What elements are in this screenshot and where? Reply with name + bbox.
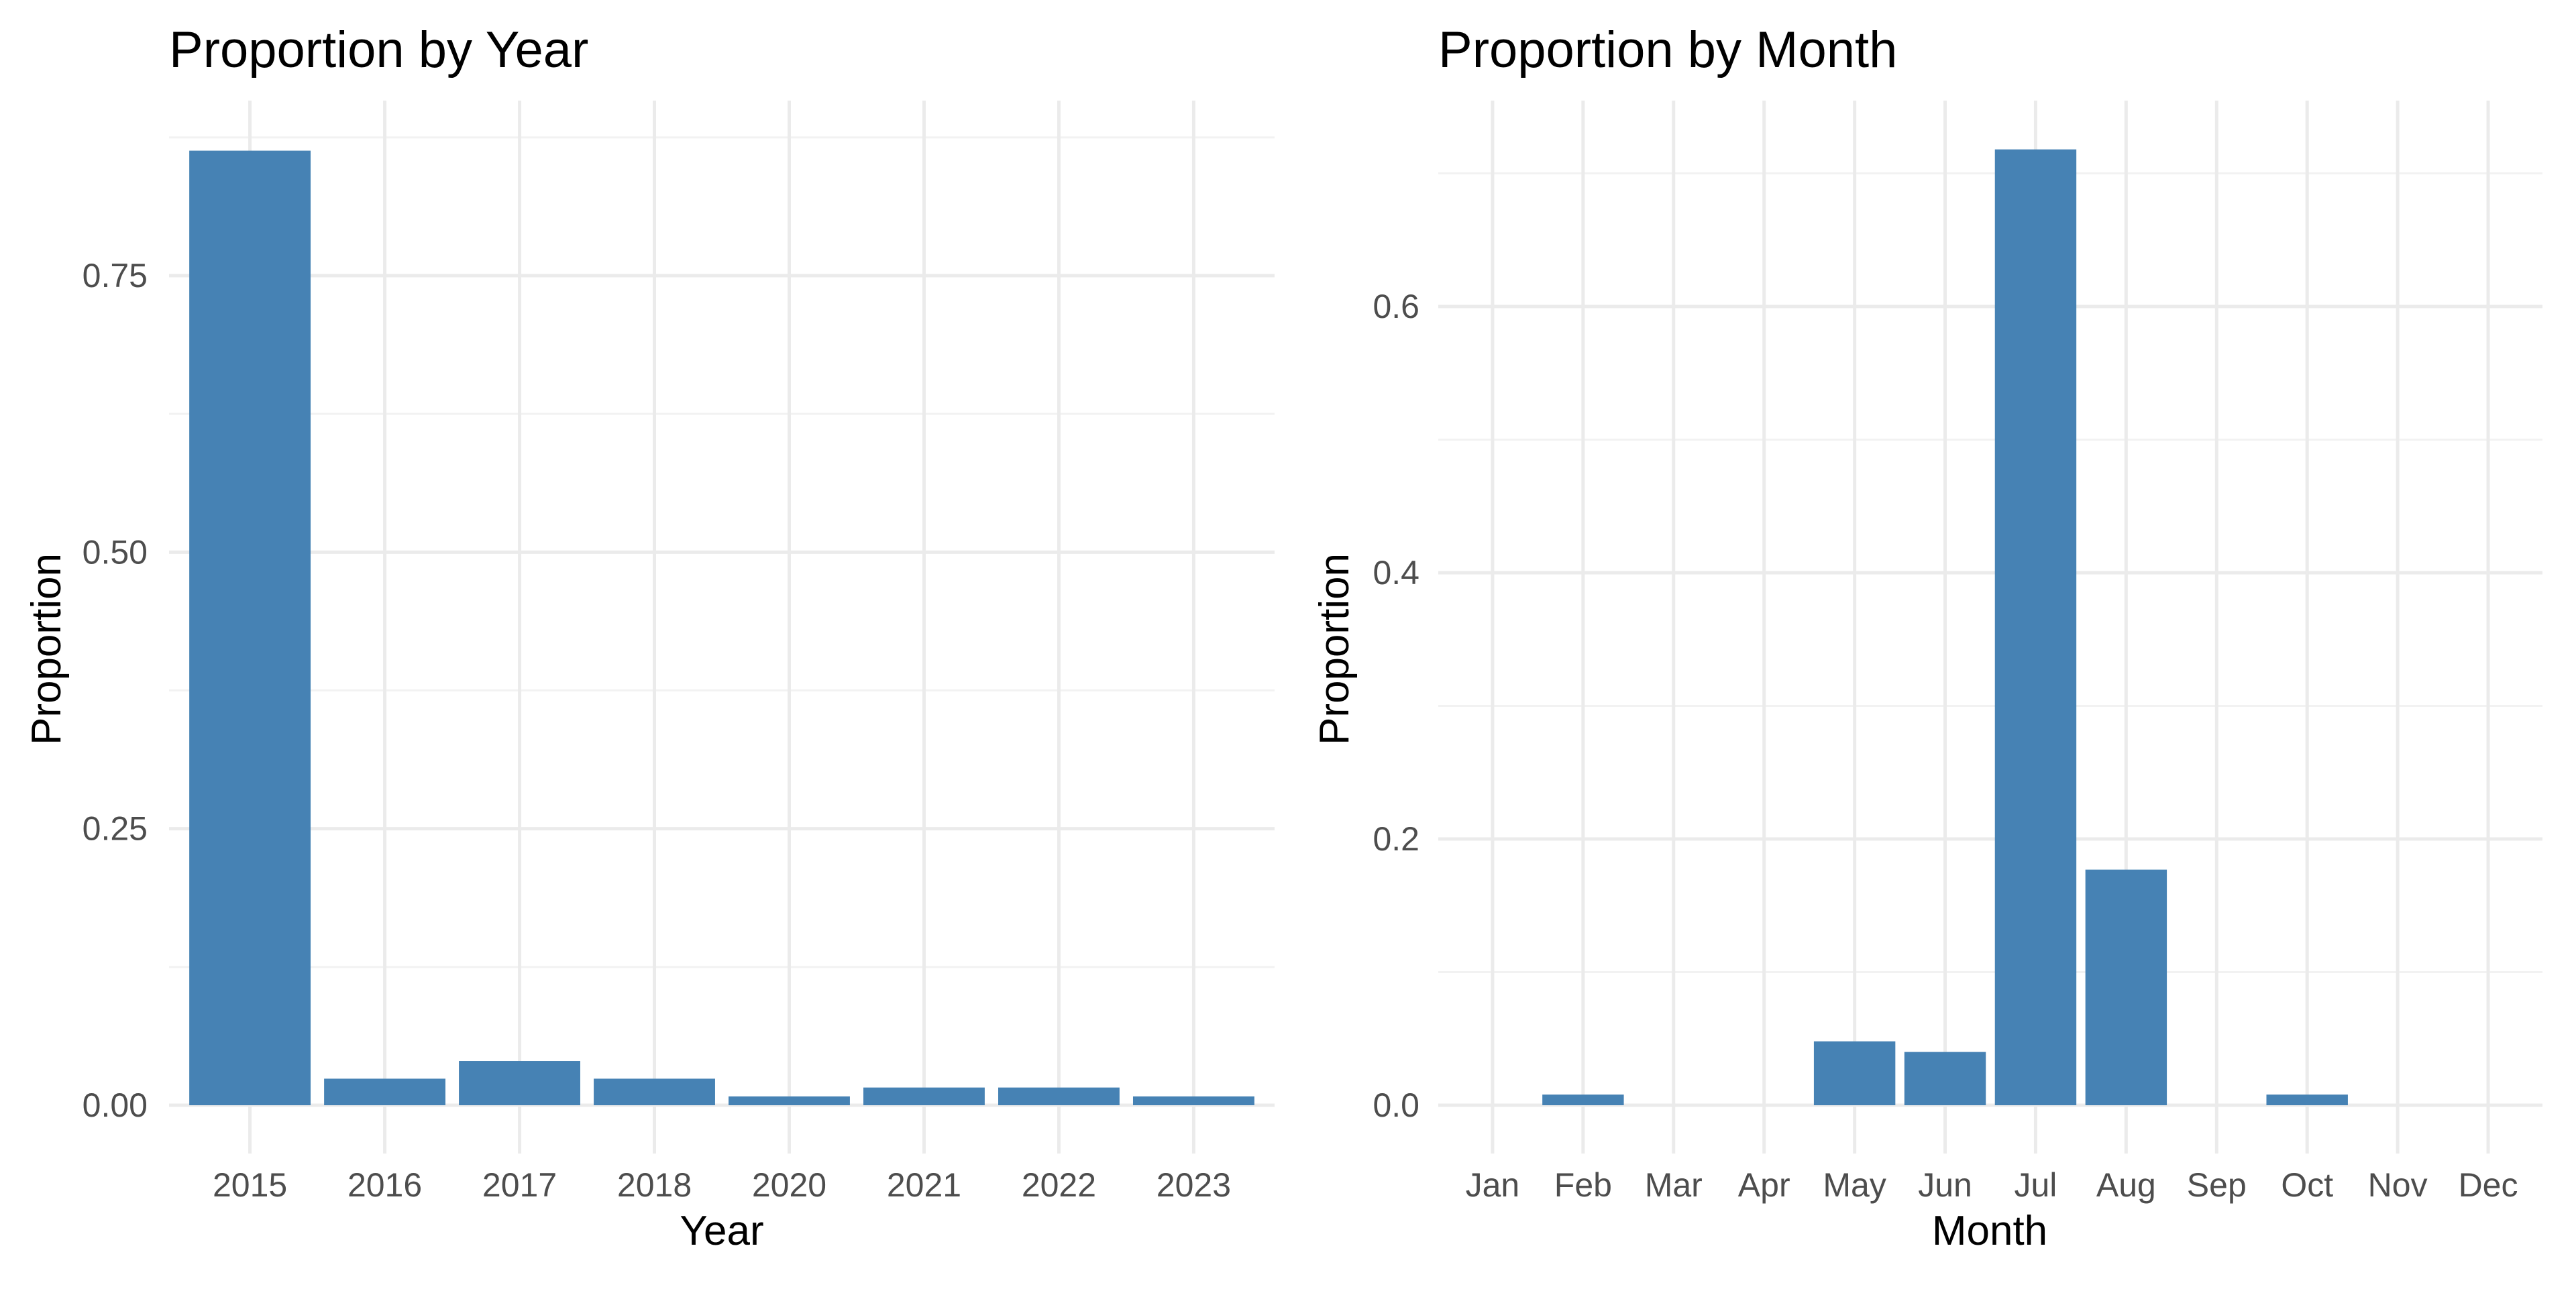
month-chart-x-tick-label: Sep (2187, 1166, 2247, 1204)
month-chart-grid (1438, 101, 2542, 1154)
year-chart-x-tick-label: 2018 (617, 1166, 692, 1204)
month-chart-y-tick-label: 0.0 (1373, 1086, 1419, 1124)
year-chart-x-tick-label: 2015 (213, 1166, 287, 1204)
year-chart-x-axis-title: Year (680, 1208, 763, 1254)
month-chart-x-ticks: Jan Feb Mar Apr May Jun Jul Aug Sep Oct Nov Dec (1466, 1166, 2518, 1204)
year-chart-bar-2023 (1132, 1096, 1254, 1105)
month-chart-title: Proportion by Month (1438, 21, 1897, 78)
month-chart-bar-may (1813, 1041, 1896, 1105)
month-chart-x-axis-title: Month (1932, 1208, 2047, 1254)
month-chart-bar-jun (1904, 1052, 1986, 1105)
month-chart-bar-aug (2085, 869, 2167, 1105)
year-chart-panel: Proportion by Year Year Proportion 2015 2… (23, 21, 1275, 1254)
year-chart-y-tick-label: 0.25 (83, 810, 148, 848)
year-chart-bar-2015 (189, 150, 311, 1105)
month-chart-x-tick-label: Apr (1738, 1166, 1790, 1204)
year-chart-x-ticks: 2015 2016 2017 2018 2020 2021 2022 2023 (213, 1166, 1231, 1204)
month-chart-bar-oct (2266, 1094, 2348, 1105)
month-chart-y-tick-label: 0.4 (1373, 554, 1419, 592)
year-chart-bars (189, 150, 1254, 1105)
month-chart-bar-feb (1542, 1094, 1624, 1105)
year-chart-x-tick-label: 2017 (482, 1166, 557, 1204)
year-chart-bar-2017 (459, 1061, 580, 1105)
month-chart-y-axis-title: Proportion (1311, 553, 1358, 745)
month-chart-y-tick-label: 0.6 (1373, 288, 1419, 325)
month-chart-x-tick-label: Jul (2014, 1166, 2057, 1204)
month-chart-panel: Proportion by Month Month Proportion Jan… (1311, 21, 2542, 1254)
year-chart-bar-2020 (729, 1096, 850, 1105)
month-chart-x-tick-label: Nov (2368, 1166, 2428, 1204)
month-chart-y-tick-label: 0.2 (1373, 820, 1419, 858)
year-chart-y-ticks: 0.00 0.25 0.50 0.75 (83, 257, 148, 1124)
year-chart-bar-2016 (324, 1078, 445, 1105)
year-chart-grid (169, 101, 1275, 1154)
month-chart-bar-jul (1994, 149, 2077, 1105)
month-chart-x-tick-label: Oct (2281, 1166, 2333, 1204)
year-chart-x-tick-label: 2021 (887, 1166, 961, 1204)
year-chart-y-axis-title: Proportion (23, 553, 70, 745)
month-chart-x-tick-label: Jan (1466, 1166, 1520, 1204)
month-chart-x-tick-label: Jun (1918, 1166, 1972, 1204)
year-chart-x-tick-label: 2016 (347, 1166, 422, 1204)
year-chart-y-tick-label: 0.50 (83, 533, 148, 571)
year-chart-x-tick-label: 2023 (1157, 1166, 1231, 1204)
year-chart-y-tick-label: 0.75 (83, 257, 148, 294)
month-chart-bars (1542, 149, 2348, 1105)
year-chart-x-tick-label: 2022 (1022, 1166, 1096, 1204)
month-chart-x-tick-label: Dec (2459, 1166, 2518, 1204)
year-chart-x-tick-label: 2020 (752, 1166, 826, 1204)
month-chart-y-ticks: 0.0 0.2 0.4 0.6 (1373, 288, 1419, 1124)
month-chart-x-tick-label: Mar (1645, 1166, 1703, 1204)
year-chart-bar-2022 (998, 1087, 1120, 1105)
month-chart-x-tick-label: Aug (2096, 1166, 2156, 1204)
year-chart-bar-2021 (863, 1087, 985, 1105)
year-chart-bar-2018 (594, 1078, 715, 1105)
year-chart-y-tick-label: 0.00 (83, 1086, 148, 1124)
month-chart-x-tick-label: May (1823, 1166, 1886, 1204)
month-chart-x-tick-label: Feb (1554, 1166, 1612, 1204)
year-chart-title: Proportion by Year (169, 21, 588, 78)
